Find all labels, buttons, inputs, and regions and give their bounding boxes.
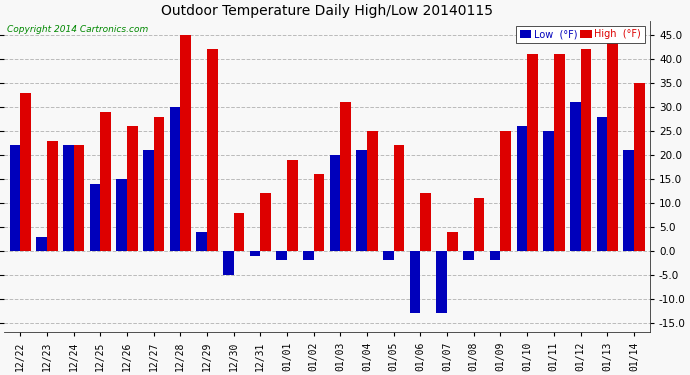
Bar [500,131,511,251]
Title: Outdoor Temperature Daily High/Low 20140115: Outdoor Temperature Daily High/Low 20140… [161,4,493,18]
Bar [634,83,644,251]
Bar [597,117,607,251]
Bar [474,198,484,251]
Bar [517,126,527,251]
Bar [383,251,394,261]
Bar [20,93,31,251]
Bar [554,54,564,251]
Bar [303,251,314,261]
Bar [180,35,191,251]
Bar [170,107,180,251]
Bar [314,174,324,251]
Bar [143,150,154,251]
Bar [100,112,111,251]
Bar [127,126,137,251]
Bar [447,232,457,251]
Bar [330,155,340,251]
Bar [490,251,500,261]
Bar [463,251,474,261]
Bar [570,102,580,251]
Bar [207,50,217,251]
Bar [36,237,47,251]
Legend: Low  (°F), High  (°F): Low (°F), High (°F) [516,26,645,44]
Bar [10,146,20,251]
Bar [340,102,351,251]
Bar [394,146,404,251]
Bar [410,251,420,313]
Bar [527,54,538,251]
Bar [367,131,377,251]
Bar [63,146,74,251]
Bar [47,141,57,251]
Bar [607,30,618,251]
Bar [543,131,554,251]
Bar [154,117,164,251]
Bar [277,251,287,261]
Bar [260,194,271,251]
Bar [74,146,84,251]
Text: Copyright 2014 Cartronics.com: Copyright 2014 Cartronics.com [8,26,148,34]
Bar [287,160,297,251]
Bar [623,150,634,251]
Bar [420,194,431,251]
Bar [196,232,207,251]
Bar [223,251,234,275]
Bar [250,251,260,256]
Bar [580,50,591,251]
Bar [116,179,127,251]
Bar [357,150,367,251]
Bar [234,213,244,251]
Bar [437,251,447,313]
Bar [90,184,100,251]
